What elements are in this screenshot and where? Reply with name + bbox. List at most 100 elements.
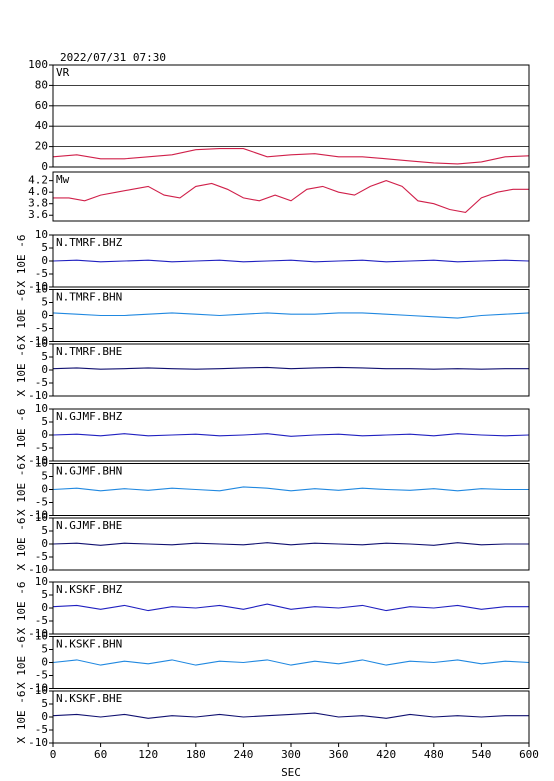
- x-tick-label: 180: [186, 748, 206, 761]
- x-tick-label: 540: [471, 748, 491, 761]
- panel-label: N.GJMF.BHN: [56, 465, 122, 478]
- y-tick-label: -10: [28, 563, 48, 576]
- y-tick-label: 5: [41, 350, 48, 363]
- y-tick-label: 0: [41, 710, 48, 723]
- y-tick-label: 0: [41, 483, 48, 496]
- y-axis-label: X 10E -6: [15, 235, 28, 288]
- x-tick-label: 120: [138, 748, 158, 761]
- series-line: [52, 259, 530, 263]
- y-tick-label: -10: [28, 682, 48, 695]
- series-line: [52, 433, 530, 437]
- x-tick-label: 360: [329, 748, 349, 761]
- panel-label: N.KSKF.BHE: [56, 692, 122, 705]
- y-tick-label: -10: [28, 335, 48, 348]
- y-tick-label: 0: [41, 363, 48, 376]
- y-tick-label: 60: [35, 99, 48, 112]
- y-tick-label: 5: [41, 588, 48, 601]
- y-tick-label: 5: [41, 697, 48, 710]
- y-tick-label: 10: [35, 402, 48, 415]
- x-axis-label: SEC: [281, 766, 301, 779]
- panel-frame: [52, 64, 530, 168]
- panel-frame: [52, 690, 530, 744]
- panel-label: Mw: [56, 173, 70, 186]
- y-tick-label: 80: [35, 78, 48, 91]
- panel-frame: [52, 234, 530, 288]
- y-tick-label: -10: [28, 509, 48, 522]
- y-tick-label: 10: [35, 684, 48, 697]
- y-tick-label: -10: [28, 280, 48, 293]
- y-tick-label: 5: [41, 296, 48, 309]
- y-tick-label: 3.6: [28, 208, 48, 221]
- y-tick-label: 40: [35, 119, 48, 132]
- panel-frame: [52, 289, 530, 342]
- y-tick-label: 3.8: [28, 197, 48, 210]
- y-tick-label: -10: [28, 454, 48, 467]
- y-tick-label: 10: [35, 575, 48, 588]
- panel-frame: [52, 343, 530, 397]
- x-tick-label: 60: [94, 748, 107, 761]
- y-tick-label: 4.2: [28, 174, 48, 187]
- panel-label: N.KSKF.BHZ: [56, 583, 123, 596]
- y-tick-label: -10: [28, 627, 48, 640]
- panel-label: N.GJMF.BHE: [56, 519, 122, 532]
- x-tick-label: 0: [50, 748, 57, 761]
- y-tick-label: 0: [41, 601, 48, 614]
- y-tick-label: -10: [28, 736, 48, 749]
- panel-frame: [52, 636, 530, 689]
- y-tick-label: 0: [41, 428, 48, 441]
- panel-label: N.TMRF.BHZ: [56, 236, 123, 249]
- chart-title: 2022/07/31 07:30: [60, 51, 166, 64]
- y-tick-label: -5: [35, 669, 48, 682]
- y-axis-label: X 10E -6: [15, 636, 28, 689]
- y-tick-label: 0: [41, 656, 48, 669]
- panel-label: N.TMRF.BHN: [56, 291, 122, 304]
- y-tick-label: 10: [35, 228, 48, 241]
- x-tick-label: 240: [233, 748, 253, 761]
- y-tick-label: 10: [35, 630, 48, 643]
- y-axis-label: X 10E -6: [15, 518, 28, 571]
- series-line: [52, 148, 530, 165]
- y-tick-label: 0: [41, 537, 48, 550]
- y-tick-label: 10: [35, 337, 48, 350]
- y-tick-label: 0: [41, 160, 48, 173]
- panel-frame: [52, 581, 530, 635]
- y-tick-label: -5: [35, 496, 48, 509]
- y-tick-label: 20: [35, 140, 48, 153]
- y-tick-label: 0: [41, 254, 48, 267]
- series-line: [52, 712, 529, 719]
- panel-frame: [52, 408, 530, 462]
- series-line: [52, 659, 530, 666]
- y-axis-label: X 10E -6: [15, 582, 28, 635]
- y-tick-label: 5: [41, 643, 48, 656]
- series-line: [52, 603, 529, 612]
- y-tick-label: 10: [35, 511, 48, 524]
- y-tick-label: 5: [41, 470, 48, 483]
- panel-label: VR: [56, 66, 70, 79]
- panel-frame: [52, 463, 530, 516]
- y-tick-label: -5: [35, 267, 48, 280]
- y-axis-label: X 10E -6: [15, 289, 28, 342]
- x-tick-label: 300: [281, 748, 301, 761]
- y-axis-label: X 10E -6: [15, 409, 28, 462]
- y-tick-label: -5: [35, 376, 48, 389]
- panel-frame: [52, 517, 530, 571]
- series-line: [52, 366, 529, 370]
- series-line: [52, 542, 529, 546]
- panel-frame: [52, 171, 530, 222]
- y-tick-label: -5: [35, 723, 48, 736]
- y-tick-label: 5: [41, 415, 48, 428]
- y-tick-label: 10: [35, 457, 48, 470]
- y-tick-label: 5: [41, 241, 48, 254]
- y-tick-label: -5: [35, 550, 48, 563]
- y-axis-label: X 10E -6: [15, 691, 28, 744]
- x-tick-label: 600: [519, 748, 539, 761]
- series-line: [52, 312, 530, 319]
- y-tick-label: 4.0: [28, 185, 48, 198]
- y-tick-label: 0: [41, 309, 48, 322]
- series-line: [53, 180, 529, 213]
- y-tick-label: -5: [35, 614, 48, 627]
- x-tick-label: 480: [424, 748, 444, 761]
- panel-label: N.GJMF.BHZ: [56, 410, 123, 423]
